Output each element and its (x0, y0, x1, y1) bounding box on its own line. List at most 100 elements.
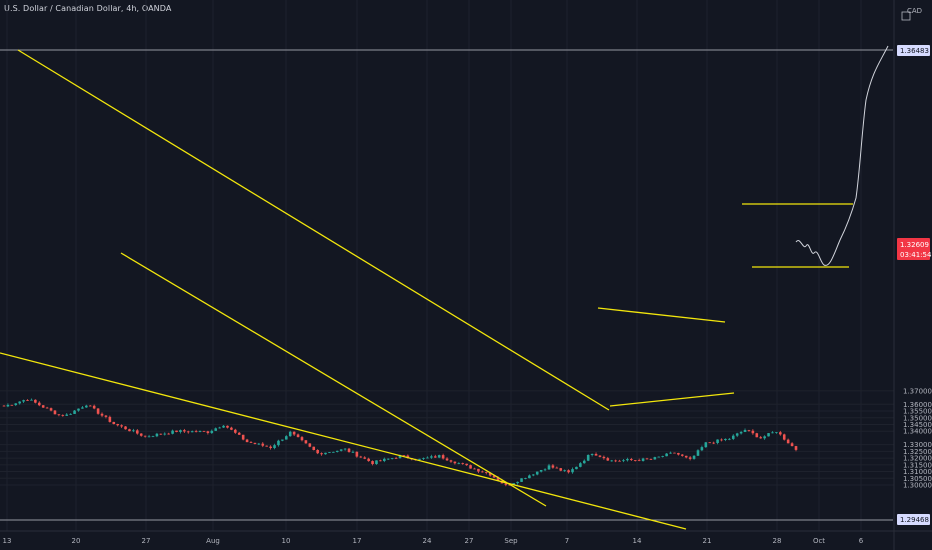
candle-body (230, 427, 233, 430)
candle-body (69, 413, 72, 415)
candle-body (563, 470, 566, 472)
candle-body (633, 460, 637, 461)
candle-body (551, 465, 555, 468)
upper-channel-trendline[interactable] (17, 49, 610, 411)
time-tick-label: 28 (773, 537, 782, 545)
candle-body (790, 443, 794, 447)
candle-body (324, 452, 327, 455)
price-tick-label: 1.30500 (903, 475, 932, 483)
flag-upper-trendline[interactable] (597, 307, 726, 323)
candle-body (116, 424, 120, 426)
candle-body (461, 463, 465, 464)
candle-body (473, 468, 476, 470)
candle-body (30, 399, 33, 401)
price-axis[interactable]: 1.37000 1.360001.355001.350001.345001.340… (903, 387, 932, 489)
candle-body (371, 461, 374, 465)
candle-body (433, 456, 437, 458)
candle-body (779, 432, 782, 435)
candle-body (18, 401, 21, 404)
candle-body (186, 431, 190, 433)
projection-path (795, 45, 889, 266)
candle-body (775, 432, 778, 434)
candle-body (418, 458, 421, 460)
candle-body (759, 437, 763, 439)
candle-body (257, 443, 261, 445)
candle-body (363, 457, 367, 459)
time-tick-label: Sep (504, 537, 518, 545)
candle-body (159, 433, 163, 435)
candle-body (359, 456, 363, 458)
candle-body (124, 426, 127, 430)
candle-body (575, 466, 578, 470)
time-tick-label: 6 (859, 537, 864, 545)
candle-body (567, 470, 570, 473)
candle-body (155, 433, 159, 437)
candle-body (649, 459, 653, 460)
candle-body (136, 430, 139, 434)
price-tick-label: 1.36000 (903, 401, 932, 409)
price-tick-label: 1.34000 (903, 428, 932, 436)
candle-body (288, 431, 292, 437)
candle-body (684, 455, 688, 458)
candle-body (630, 459, 633, 461)
candle-body (183, 430, 186, 432)
long-support-trendline[interactable] (0, 352, 687, 530)
candle-body (332, 451, 335, 453)
candle-body (739, 432, 743, 434)
candle-body (245, 439, 249, 443)
candle-body (469, 465, 472, 469)
candle-body (222, 425, 225, 428)
candle-body (34, 399, 37, 403)
candle-body (767, 433, 770, 437)
candle-body (300, 437, 304, 441)
resistance-price-label: 1.36483 (900, 47, 929, 55)
candle-body (720, 439, 723, 441)
candle-body (751, 430, 755, 434)
price-tick-label: 1.32500 (903, 448, 932, 456)
candle-body (488, 472, 492, 476)
candle-body (261, 443, 265, 446)
lower-channel-trendline[interactable] (120, 252, 547, 507)
time-tick-label: 14 (633, 537, 642, 545)
candle-body (163, 433, 167, 435)
candle-body (26, 400, 29, 401)
time-axis[interactable]: 13 20 27 Aug 10 17 24 27 Sep 7 14 21 28 Oct 6 (3, 537, 864, 545)
candle-body (273, 445, 276, 449)
candle-body (390, 458, 394, 459)
candle-body (167, 433, 170, 435)
candle-body (547, 465, 551, 470)
candle-body (704, 442, 708, 448)
candle-body (590, 453, 594, 455)
candle-body (743, 430, 747, 433)
candle-body (786, 439, 790, 444)
time-tick-label: Oct (813, 537, 825, 545)
candle-body (449, 460, 453, 462)
candle-body (312, 446, 316, 450)
candle-body (602, 456, 606, 459)
candle-body (179, 430, 182, 432)
candle-body (492, 475, 496, 478)
candle-body (755, 433, 759, 438)
candle-body (481, 471, 484, 473)
candle-body (57, 414, 61, 416)
candle-body (426, 457, 429, 459)
candle-body (586, 454, 590, 461)
candle-body (2, 405, 6, 407)
candle-body (226, 425, 229, 428)
candle-body (206, 431, 210, 433)
flag-lower-trendline[interactable] (609, 392, 735, 407)
candle-body (716, 439, 719, 443)
candle-body (284, 436, 288, 440)
candle-body (555, 467, 559, 469)
settings-icon[interactable] (901, 11, 911, 21)
bar-countdown-label: 03:41:54 (900, 251, 932, 259)
candle-body (49, 408, 53, 411)
time-tick-label: 17 (353, 537, 362, 545)
candle-body (579, 463, 582, 467)
candle-body (367, 458, 370, 462)
candle-body (402, 455, 406, 457)
candle-body (763, 436, 766, 439)
candle-body (708, 442, 712, 444)
candle-body (320, 453, 323, 455)
